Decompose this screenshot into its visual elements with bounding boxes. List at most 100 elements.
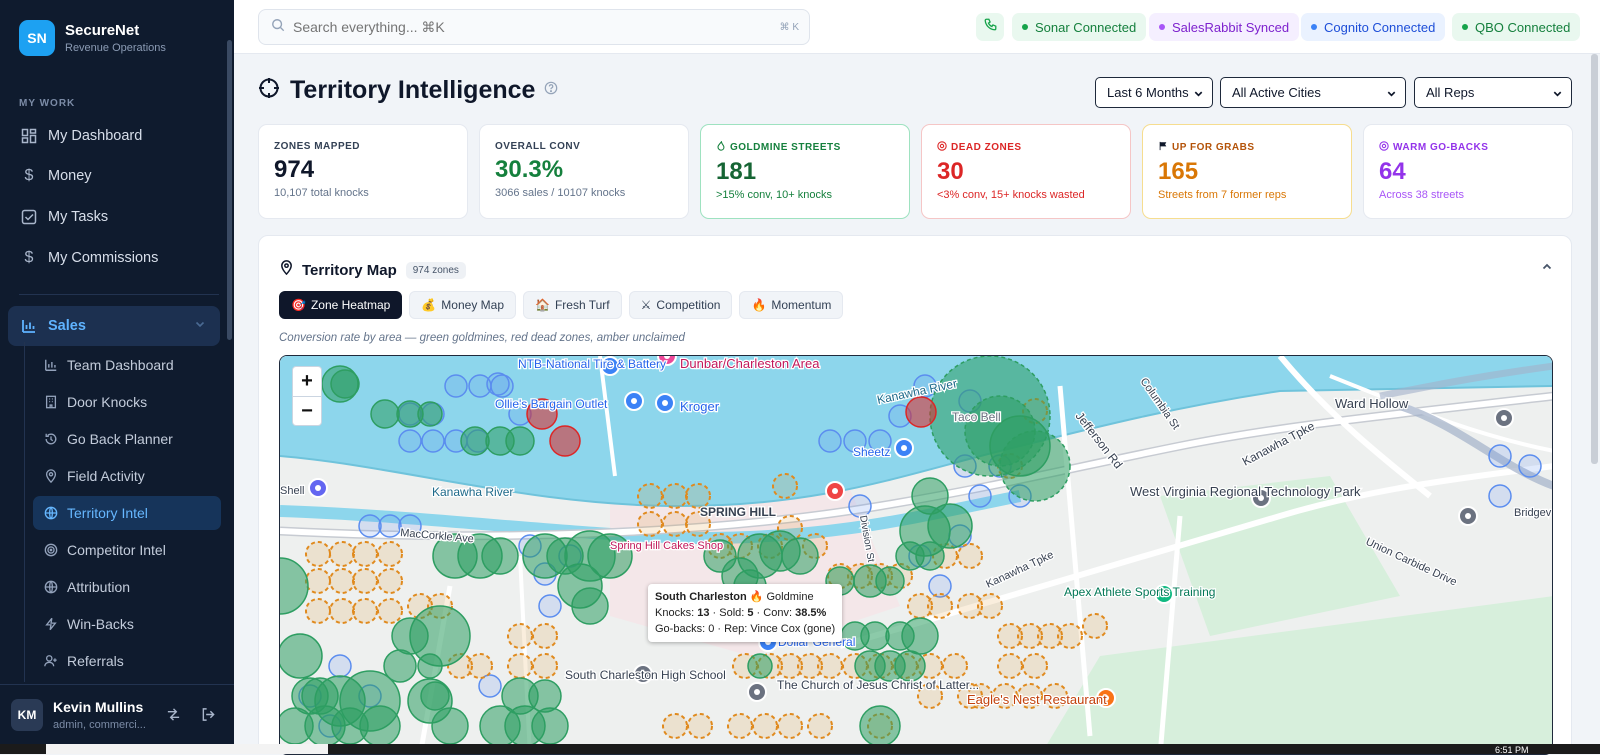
goldmine-zone[interactable] (359, 705, 401, 747)
unclaimed-zone[interactable] (685, 511, 711, 537)
unclaimed-zone[interactable] (997, 653, 1023, 679)
goldmine-zone[interactable] (747, 653, 773, 679)
restaurant-marker-icon[interactable] (1096, 688, 1116, 708)
goldmine-zone[interactable] (894, 650, 926, 682)
sidebar-item-door-knocks[interactable]: Door Knocks (33, 385, 221, 419)
sidebar-item-field-activity[interactable]: Field Activity (33, 459, 221, 493)
unclaimed-zone[interactable] (1022, 653, 1048, 679)
sidebar-item-my-tasks[interactable]: My Tasks (8, 198, 220, 236)
rep-select[interactable]: All Reps (1414, 77, 1572, 108)
unclaimed-zone[interactable] (1057, 623, 1083, 649)
collapse-icon[interactable] (1541, 260, 1553, 278)
goldmine-zone[interactable] (280, 633, 323, 679)
unclaimed-zone[interactable] (957, 543, 983, 569)
unclaimed-zone[interactable] (777, 653, 803, 679)
marker-icon[interactable] (657, 356, 677, 366)
unclaimed-zone[interactable] (957, 683, 983, 709)
neutral-zone[interactable] (848, 494, 872, 518)
unclaimed-zone[interactable] (1017, 623, 1043, 649)
tab-momentum[interactable]: 🔥 Momentum (739, 291, 844, 319)
unclaimed-zone[interactable] (942, 653, 968, 679)
goldmine-zone[interactable] (531, 707, 569, 745)
unclaimed-zone[interactable] (957, 593, 983, 619)
goldmine-zone[interactable] (911, 477, 949, 515)
unclaimed-zone[interactable] (352, 598, 378, 624)
dead-zone[interactable] (905, 396, 937, 428)
neutral-zone[interactable] (1488, 444, 1512, 468)
sidebar-item-money[interactable]: $ Money (8, 157, 220, 195)
neutral-zone[interactable] (378, 514, 402, 538)
goldmine-zone[interactable] (431, 707, 469, 745)
search-input[interactable] (293, 19, 753, 35)
unclaimed-zone[interactable] (305, 541, 331, 567)
goldmine-zone[interactable] (391, 617, 429, 655)
unclaimed-zone[interactable] (927, 593, 953, 619)
hospital-marker-icon[interactable] (825, 481, 845, 501)
unclaimed-zone[interactable] (977, 593, 1003, 619)
sidebar-item-territory-intel[interactable]: Territory Intel (33, 496, 221, 530)
dead-zone[interactable] (549, 425, 581, 457)
marker-icon[interactable] (1154, 584, 1174, 604)
unclaimed-zone[interactable] (797, 653, 823, 679)
status-badge-cognito[interactable]: Cognito Connected (1301, 13, 1446, 41)
unclaimed-zone[interactable] (377, 598, 403, 624)
unclaimed-zone[interactable] (532, 623, 558, 649)
unclaimed-zone[interactable] (752, 713, 778, 739)
neutral-zone[interactable] (1518, 454, 1542, 478)
goldmine-zone[interactable] (571, 587, 609, 625)
goldmine-zone[interactable] (417, 401, 443, 427)
unclaimed-zone[interactable] (507, 653, 533, 679)
neutral-zone[interactable] (490, 374, 514, 398)
user-profile[interactable]: KM Kevin Mullins admin, commerci... (0, 684, 234, 744)
unclaimed-zone[interactable] (817, 653, 843, 679)
goldmine-zone[interactable] (875, 566, 905, 596)
phone-button[interactable] (976, 13, 1004, 41)
unclaimed-zone[interactable] (807, 713, 833, 739)
unclaimed-zone[interactable] (917, 683, 943, 709)
neutral-zone[interactable] (843, 429, 867, 453)
unclaimed-zone[interactable] (907, 593, 933, 619)
unclaimed-zone[interactable] (352, 541, 378, 567)
sidebar-item-attribution[interactable]: Attribution (33, 570, 221, 604)
goldmine-zone[interactable] (781, 537, 819, 575)
neutral-zone[interactable] (398, 514, 422, 538)
goldmine-zone[interactable] (505, 426, 535, 456)
tab-fresh-turf[interactable]: 🏠 Fresh Turf (523, 291, 622, 319)
sidebar-item-competitor-intel[interactable]: Competitor Intel (33, 533, 221, 567)
search-box[interactable]: ⌘ K (258, 9, 810, 45)
tab-competition[interactable]: ⚔ Competition (628, 291, 733, 319)
status-badge-sonar[interactable]: Sonar Connected (1012, 13, 1147, 41)
sidebar-item-referrals[interactable]: Referrals (33, 644, 221, 678)
tab-money-map[interactable]: 💰 Money Map (409, 291, 516, 319)
sidebar-item-go-back-planner[interactable]: Go Back Planner (33, 422, 221, 456)
territory-map[interactable]: Dunbar/Charleston Area NTB-National Tire … (279, 355, 1553, 755)
unclaimed-zone[interactable] (687, 713, 713, 739)
neutral-zone[interactable] (818, 429, 842, 453)
sidebar-item-my-dashboard[interactable]: My Dashboard (8, 117, 220, 155)
marker-icon[interactable] (1458, 506, 1478, 526)
neutral-zone[interactable] (444, 374, 468, 398)
taskbar-search[interactable] (46, 744, 328, 754)
neutral-zone[interactable] (328, 654, 352, 678)
cart-marker-icon[interactable] (655, 393, 675, 413)
shopping-marker-icon[interactable] (600, 356, 620, 376)
neutral-zone[interactable] (421, 429, 445, 453)
neutral-zone[interactable] (868, 429, 892, 453)
unclaimed-zone[interactable] (997, 623, 1023, 649)
shopping-marker-icon[interactable] (894, 438, 914, 458)
unclaimed-zone[interactable] (352, 568, 378, 594)
status-badge-salesrabbit[interactable]: SalesRabbit Synced (1149, 13, 1300, 41)
status-badge-qbo[interactable]: QBO Connected (1452, 13, 1581, 41)
zoom-out-button[interactable]: − (293, 396, 321, 425)
unclaimed-zone[interactable] (1082, 613, 1108, 639)
unclaimed-zone[interactable] (772, 473, 798, 499)
logout-icon[interactable] (201, 707, 216, 727)
goldmine-zone[interactable] (460, 426, 490, 456)
neutral-zone[interactable] (478, 674, 502, 698)
neutral-zone[interactable] (928, 574, 952, 598)
neutral-zone[interactable] (358, 514, 382, 538)
unclaimed-zone[interactable] (777, 713, 803, 739)
unclaimed-zone[interactable] (467, 653, 493, 679)
unclaimed-zone[interactable] (329, 568, 355, 594)
zoom-in-button[interactable]: + (301, 370, 313, 392)
